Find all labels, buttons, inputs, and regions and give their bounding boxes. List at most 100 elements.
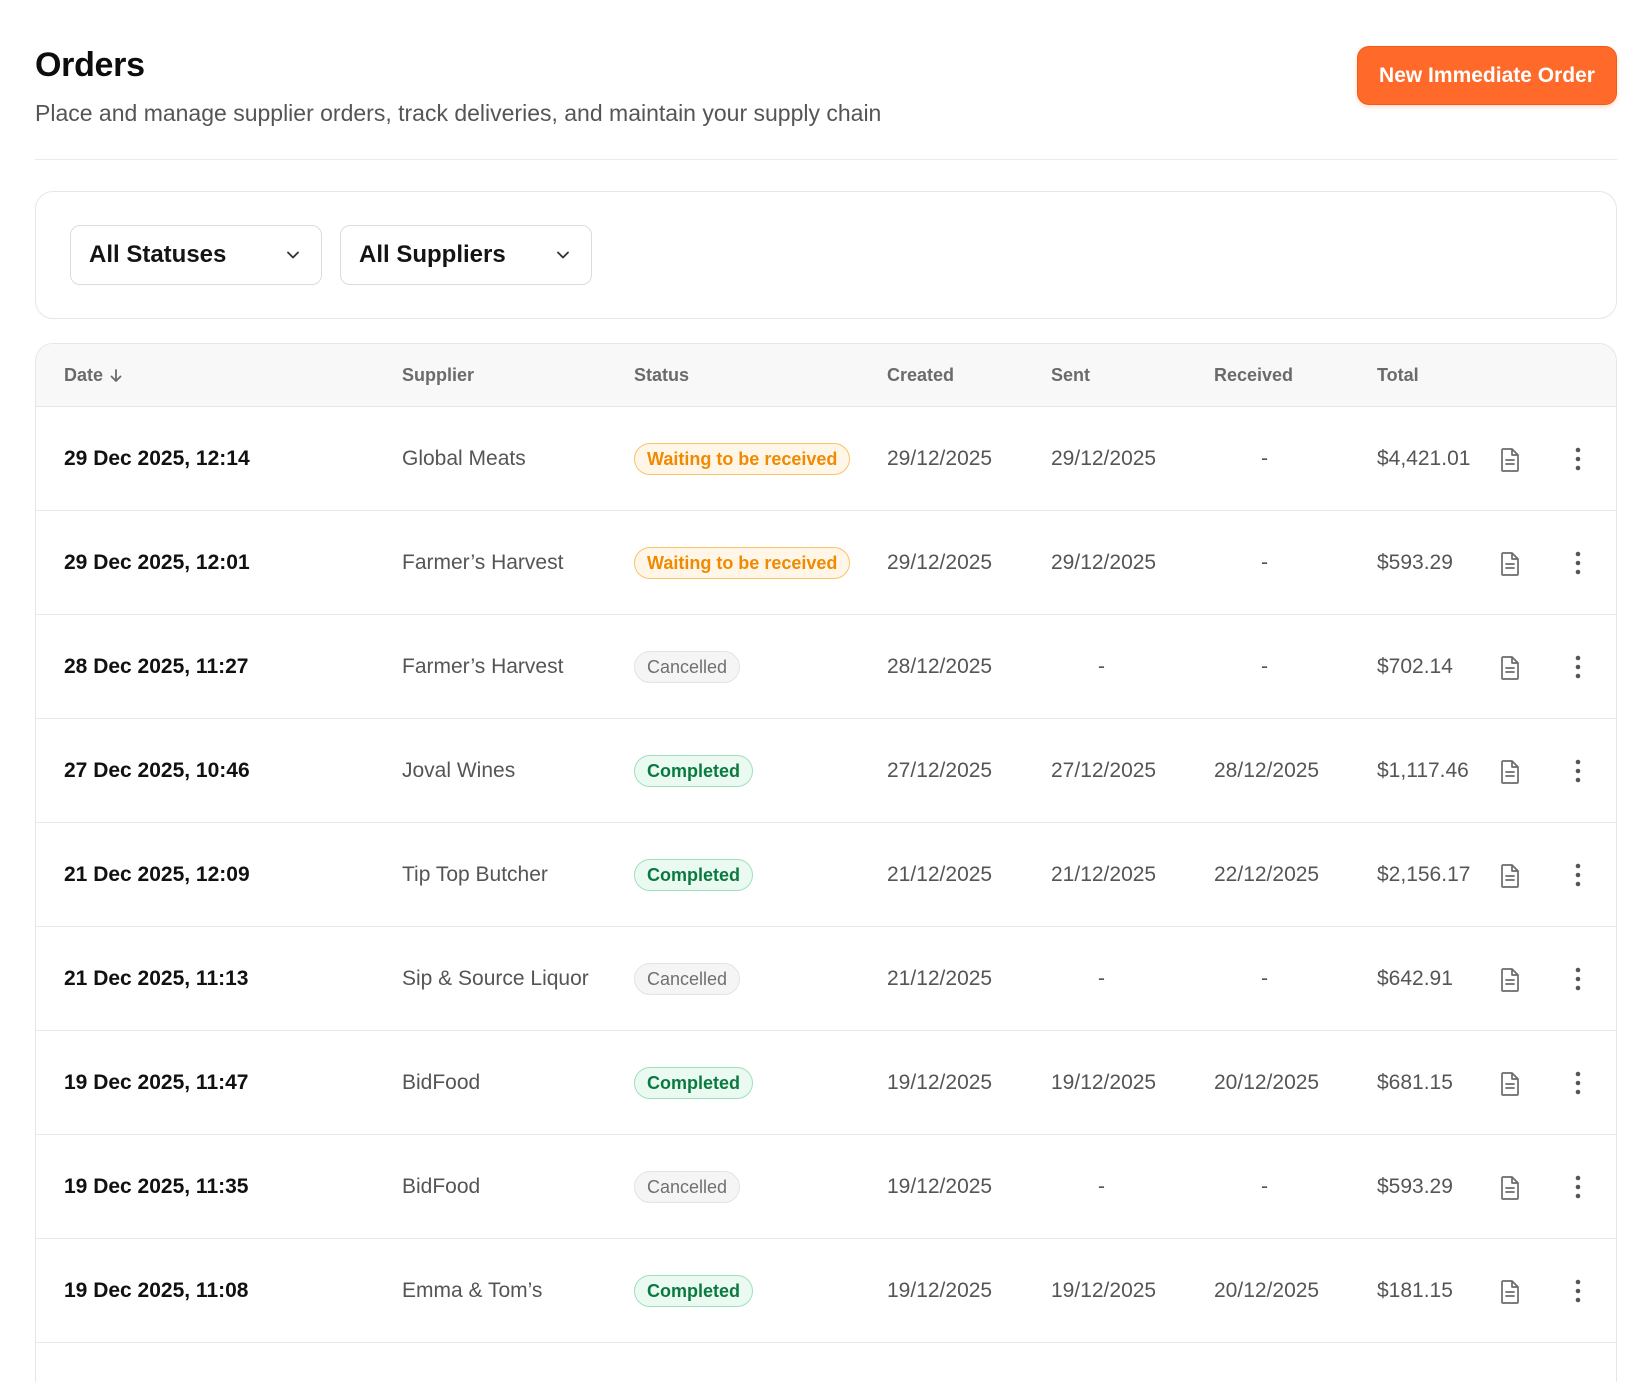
column-header-status[interactable]: Status — [634, 365, 690, 385]
order-received: - — [1261, 551, 1268, 574]
table-row[interactable]: 29 Dec 2025, 12:01 Farmer’s Harvest Waitin… — [36, 511, 1616, 615]
order-created: 19/12/2025 — [887, 1175, 993, 1198]
status-badge: Cancelled — [634, 963, 741, 995]
status-badge: Completed — [634, 1275, 754, 1307]
orders-table: Date Supplier Status Created Sent Receiv… — [35, 343, 1617, 1382]
order-date: 19 Dec 2025, 11:08 — [64, 1279, 249, 1302]
order-date: 21 Dec 2025, 11:13 — [64, 967, 249, 990]
order-total: $681.15 — [1377, 1071, 1453, 1094]
order-date: 19 Dec 2025, 11:35 — [64, 1175, 249, 1198]
table-row[interactable]: 19 Dec 2025, 11:35 BidFood Cancelled 19/12/… — [36, 1135, 1616, 1239]
order-supplier: BidFood — [402, 1071, 481, 1094]
column-header-supplier[interactable]: Supplier — [402, 365, 475, 385]
order-date: 27 Dec 2025, 10:46 — [64, 759, 250, 782]
supplier-filter-value: All Suppliers — [359, 241, 506, 268]
order-supplier: Joval Wines — [402, 759, 516, 782]
more-vertical-icon[interactable] — [1566, 1069, 1590, 1097]
column-header-total[interactable]: Total — [1377, 365, 1419, 385]
order-sent: 29/12/2025 — [1051, 447, 1157, 470]
more-vertical-icon[interactable] — [1566, 445, 1590, 473]
status-badge: Cancelled — [634, 1171, 741, 1203]
page-subtitle: Place and manage supplier orders, track … — [35, 100, 882, 126]
column-header-sent[interactable]: Sent — [1051, 365, 1091, 385]
order-created: 19/12/2025 — [887, 1279, 993, 1302]
orders-page: Orders Place and manage supplier orders,… — [35, 0, 1617, 1382]
order-date: 28 Dec 2025, 11:27 — [64, 655, 249, 678]
order-sent: - — [1098, 1175, 1105, 1198]
more-vertical-icon[interactable] — [1566, 549, 1590, 577]
page-header: Orders Place and manage supplier orders,… — [35, 0, 1617, 160]
table-row[interactable]: 27 Dec 2025, 10:46 Joval Wines Completed 27… — [36, 719, 1616, 823]
more-vertical-icon[interactable] — [1566, 1173, 1590, 1201]
supplier-filter-select[interactable]: All Suppliers — [340, 225, 592, 285]
document-icon[interactable] — [1498, 447, 1522, 473]
more-vertical-icon[interactable] — [1566, 861, 1590, 889]
arrow-down-icon — [110, 369, 122, 383]
order-supplier: Global Meats — [402, 447, 526, 470]
table-row[interactable]: 19 Dec 2025, 11:47 BidFood Completed 19/12/… — [36, 1031, 1616, 1135]
order-sent: - — [1098, 967, 1105, 990]
order-supplier: BidFood — [402, 1175, 481, 1198]
order-sent: 21/12/2025 — [1051, 863, 1157, 886]
status-badge: Waiting to be received — [634, 547, 851, 579]
document-icon[interactable] — [1498, 655, 1522, 681]
order-total: $1,117.46 — [1377, 759, 1469, 782]
order-received: 20/12/2025 — [1214, 1279, 1320, 1302]
order-received: 28/12/2025 — [1214, 759, 1320, 782]
order-sent: - — [1098, 655, 1105, 678]
status-badge: Cancelled — [634, 651, 741, 683]
order-total: $4,421.01 — [1377, 447, 1471, 470]
status-filter-value: All Statuses — [89, 241, 227, 268]
table-row[interactable]: 29 Dec 2025, 12:14 Global Meats Waiting to… — [36, 407, 1616, 511]
order-created: 29/12/2025 — [887, 551, 993, 574]
order-sent: 19/12/2025 — [1051, 1279, 1157, 1302]
document-icon[interactable] — [1498, 759, 1522, 785]
status-badge: Completed — [634, 1067, 754, 1099]
order-total: $2,156.17 — [1377, 863, 1471, 886]
order-created: 29/12/2025 — [887, 447, 993, 470]
order-created: 27/12/2025 — [887, 759, 993, 782]
order-supplier: Sip & Source Liquor — [402, 967, 589, 990]
order-supplier: Farmer’s Harvest — [402, 551, 564, 574]
document-icon[interactable] — [1498, 1071, 1522, 1097]
more-vertical-icon[interactable] — [1566, 965, 1590, 993]
document-icon[interactable] — [1498, 1175, 1522, 1201]
more-vertical-icon[interactable] — [1566, 1277, 1590, 1305]
status-badge: Completed — [634, 755, 754, 787]
new-immediate-order-button[interactable]: New Immediate Order — [1357, 46, 1617, 105]
filter-bar: All Statuses All Suppliers — [35, 191, 1617, 319]
table-row[interactable]: 21 Dec 2025, 12:09 Tip Top Butcher Complet… — [36, 823, 1616, 927]
order-received: - — [1261, 967, 1268, 990]
table-row[interactable]: 21 Dec 2025, 11:13 Sip & Source Liquor Can… — [36, 927, 1616, 1031]
order-supplier: Emma & Tom’s — [402, 1279, 543, 1302]
table-row[interactable]: 19 Dec 2025, 11:08 Emma & Tom’s Completed 1… — [36, 1239, 1616, 1343]
column-header-label: Date — [64, 365, 104, 385]
order-date: 21 Dec 2025, 12:09 — [64, 863, 250, 886]
more-vertical-icon[interactable] — [1566, 653, 1590, 681]
chevron-down-icon — [287, 251, 299, 259]
order-sent: 19/12/2025 — [1051, 1071, 1157, 1094]
order-created: 19/12/2025 — [887, 1071, 993, 1094]
column-header-date[interactable]: Date — [64, 344, 123, 407]
order-date: 19 Dec 2025, 11:47 — [64, 1071, 249, 1094]
order-date: 29 Dec 2025, 12:01 — [64, 551, 250, 574]
document-icon[interactable] — [1498, 551, 1522, 577]
status-filter-select[interactable]: All Statuses — [70, 225, 322, 285]
order-total: $593.29 — [1377, 551, 1453, 574]
table-body: 29 Dec 2025, 12:14 Global Meats Waiting to… — [36, 407, 1616, 1382]
table-header: Date Supplier Status Created Sent Receiv… — [36, 344, 1616, 407]
column-header-received[interactable]: Received — [1214, 365, 1294, 385]
order-total: $593.29 — [1377, 1175, 1453, 1198]
table-row-partial — [36, 1343, 1616, 1382]
order-supplier: Farmer’s Harvest — [402, 655, 564, 678]
order-created: 28/12/2025 — [887, 655, 993, 678]
document-icon[interactable] — [1498, 863, 1522, 889]
column-header-created[interactable]: Created — [887, 365, 955, 385]
document-icon[interactable] — [1498, 1279, 1522, 1305]
table-row[interactable]: 28 Dec 2025, 11:27 Farmer’s Harvest Cancel… — [36, 615, 1616, 719]
status-badge: Waiting to be received — [634, 443, 851, 475]
more-vertical-icon[interactable] — [1566, 757, 1590, 785]
document-icon[interactable] — [1498, 967, 1522, 993]
order-created: 21/12/2025 — [887, 863, 993, 886]
status-badge: Completed — [634, 859, 754, 891]
